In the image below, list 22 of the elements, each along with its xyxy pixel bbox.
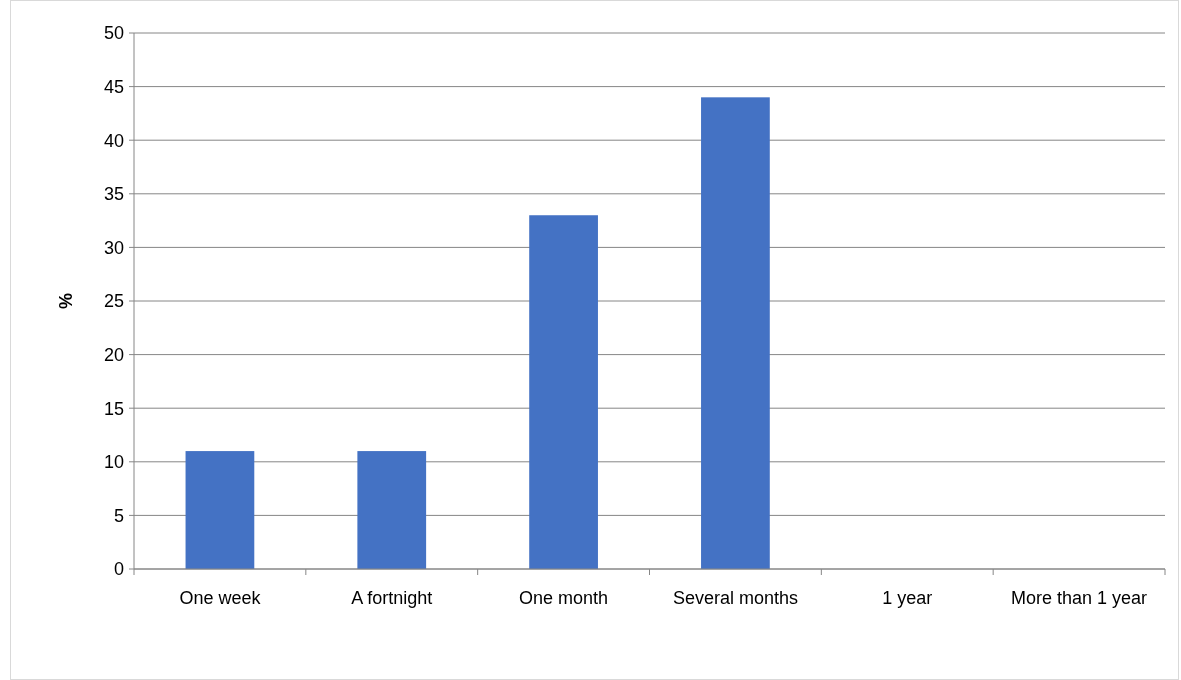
x-tick-label: One month xyxy=(519,588,609,608)
y-tick-label: 5 xyxy=(113,505,124,526)
x-tick-label: Several months xyxy=(672,588,798,608)
x-tick-label: 1 year xyxy=(882,588,933,608)
y-tick-label: 0 xyxy=(113,559,124,580)
bar xyxy=(529,215,598,569)
y-tick-label: 25 xyxy=(103,291,124,312)
x-tick-label: More than 1 year xyxy=(1011,588,1148,608)
x-tick-label: One week xyxy=(179,588,262,608)
y-tick-label: 35 xyxy=(103,184,124,205)
bar xyxy=(357,451,427,569)
y-tick-label: 15 xyxy=(103,398,124,419)
y-tick-label: 45 xyxy=(103,76,124,97)
y-tick-label: 30 xyxy=(103,237,124,258)
y-axis-title: % xyxy=(56,292,76,310)
y-tick-label: 50 xyxy=(103,23,124,44)
y-tick-label: 10 xyxy=(103,452,124,473)
y-tick-label: 20 xyxy=(103,344,124,365)
x-tick-label: A fortnight xyxy=(351,588,433,608)
bar xyxy=(185,451,255,569)
y-tick-label: 40 xyxy=(103,130,124,151)
bar xyxy=(701,97,770,569)
